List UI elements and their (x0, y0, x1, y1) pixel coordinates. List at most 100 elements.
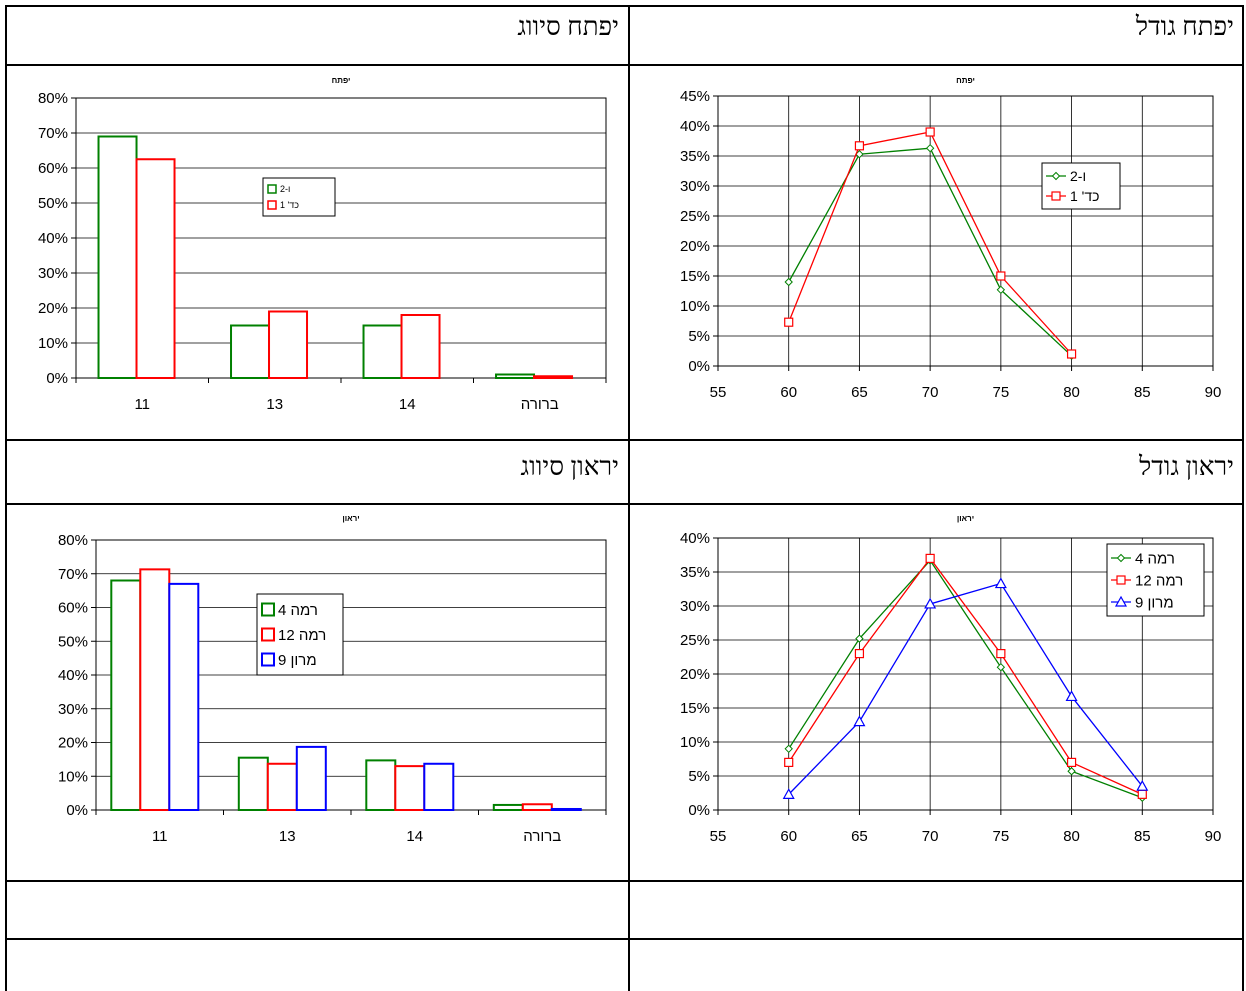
y-tick-label: 30% (38, 265, 68, 282)
y-tick-label: 10% (680, 734, 710, 751)
bar (362, 324, 403, 379)
triangle-marker (853, 715, 866, 727)
legend-label: רמה 4 (1135, 550, 1175, 567)
square-marker (925, 127, 935, 137)
y-tick-label: 70% (58, 566, 88, 583)
diamond-marker (1067, 767, 1076, 776)
chart-title: יראון (957, 514, 974, 523)
x-tick-label: 14 (406, 828, 423, 845)
square-marker (1137, 789, 1147, 799)
legend-swatch (267, 200, 277, 210)
bar (135, 158, 176, 379)
y-tick-label: 40% (38, 230, 68, 247)
legend-swatch (261, 627, 275, 642)
y-tick-label: 15% (680, 268, 710, 285)
x-tick-label: 55 (710, 384, 727, 401)
series-line (788, 559, 1143, 799)
square-marker (854, 649, 865, 659)
legend-label: רמה 4 (278, 602, 318, 619)
x-tick-label: 13 (266, 396, 283, 413)
bar (495, 373, 536, 379)
x-tick-label: ברורה (523, 828, 561, 845)
x-tick-label: 80 (1063, 828, 1080, 845)
diamond-marker (1051, 171, 1061, 181)
bar (492, 803, 524, 811)
y-tick-label: 5% (688, 768, 710, 785)
y-tick-label: 40% (680, 118, 710, 135)
y-tick-label: 30% (58, 701, 88, 718)
y-tick-label: 80% (58, 532, 88, 549)
legend-label: רמה 12 (1135, 572, 1183, 589)
x-tick-label: 75 (993, 828, 1010, 845)
y-tick-label: 10% (680, 298, 710, 315)
x-tick-label: 11 (152, 828, 168, 845)
y-tick-label: 30% (680, 178, 710, 195)
header-yiraon-size: יראון גודל (1139, 452, 1234, 481)
y-tick-label: 20% (680, 666, 710, 683)
bar (365, 759, 397, 811)
legend-label: מרון 9 (278, 652, 317, 669)
x-tick-label: 85 (1134, 384, 1151, 401)
legend-label: מרון 9 (1135, 594, 1174, 611)
bar (139, 568, 171, 811)
y-tick-label: 25% (680, 632, 710, 649)
y-tick-label: 5% (688, 328, 710, 345)
y-tick-label: 0% (66, 802, 88, 819)
diamond-marker (784, 744, 793, 754)
table-row-divider (5, 503, 1244, 505)
yiftah-class-chart: יפתח 0% 10% 20% 30% 40% 50% 60% 70% 80% 11 13 14 ברור… (38, 76, 607, 413)
y-tick-label: 40% (58, 667, 88, 684)
square-marker (784, 317, 794, 327)
y-tick-label: 45% (680, 88, 710, 105)
legend-label: כד' 1 (1070, 188, 1099, 204)
y-tick-label: 60% (58, 600, 88, 617)
y-tick-label: 10% (38, 335, 68, 352)
legend-label: כד' 1 (280, 200, 299, 210)
square-marker (996, 649, 1006, 659)
diamond-marker (996, 662, 1006, 672)
x-tick-label: 90 (1205, 384, 1222, 401)
bar (550, 807, 582, 811)
square-marker (1116, 575, 1126, 585)
bar (533, 375, 574, 379)
square-marker (996, 271, 1006, 281)
table-row-divider (5, 439, 1244, 441)
triangle-marker (1136, 779, 1149, 791)
yiftah-size-chart: יפתח 0% 5% 10% 15% 20% 25% 30% 35% 40% 45% 55 60 65 70… (680, 76, 1222, 401)
y-tick-label: 35% (680, 148, 710, 165)
table-column-divider (628, 5, 630, 991)
legend-swatch (267, 184, 277, 194)
y-tick-label: 60% (38, 160, 68, 177)
y-tick-label: 20% (38, 300, 68, 317)
bar (168, 582, 200, 811)
triangle-marker (924, 597, 937, 609)
y-tick-label: 70% (38, 125, 68, 142)
diamond-marker (784, 277, 793, 287)
diamond-marker (925, 143, 935, 153)
table-row-divider (5, 938, 1244, 940)
y-tick-label: 35% (680, 564, 710, 581)
bar (110, 579, 142, 811)
bar (394, 765, 426, 811)
table-border-left (5, 5, 7, 991)
x-tick-label: 14 (399, 396, 416, 413)
table-border-right (1242, 5, 1244, 991)
legend-box (1041, 162, 1121, 210)
plot-area (717, 95, 1214, 367)
yiraon-size-chart: יראון 0% 5% 10% 15% 20% 25% 30% 35% 40% 55 60 65 70 75… (680, 514, 1221, 845)
y-tick-label: 40% (680, 530, 710, 547)
y-tick-label: 0% (688, 802, 710, 819)
yiraon-class-chart: יראון 0% 10% 20% 30% 40% 50% 60% 70% 80% 11 13 14 ברו… (58, 514, 607, 845)
x-tick-label: 65 (851, 384, 868, 401)
legend-label: ו-2 (280, 184, 290, 194)
square-marker (1066, 349, 1077, 359)
chart-title: יראון (342, 514, 359, 523)
y-tick-label: 25% (680, 208, 710, 225)
x-tick-label: 65 (851, 828, 868, 845)
x-tick-label: 55 (710, 828, 727, 845)
bar (423, 762, 455, 811)
bar (295, 745, 327, 811)
bar (237, 756, 269, 811)
y-tick-label: 80% (38, 90, 68, 107)
